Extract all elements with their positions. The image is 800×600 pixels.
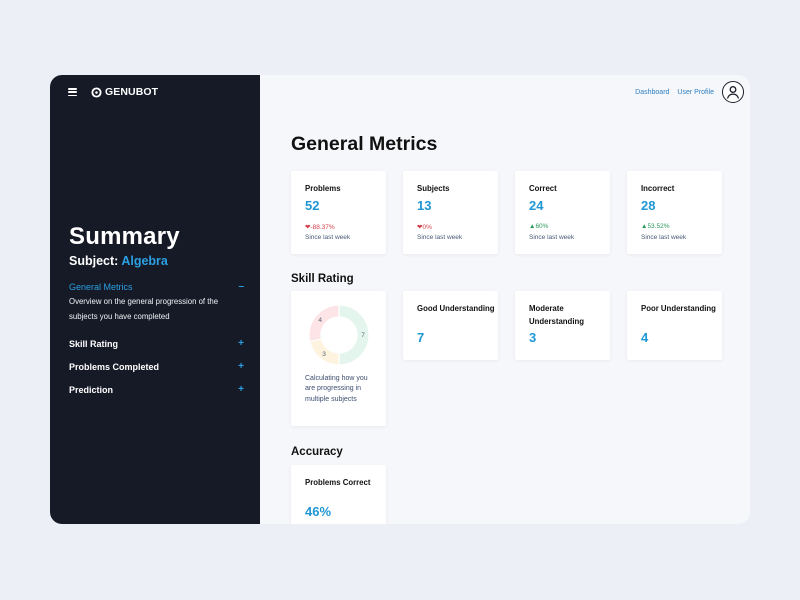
brand-name: GENUBOT xyxy=(105,86,159,98)
delta-value: 60% xyxy=(535,223,549,230)
app-window: GENUBOT Summary Subject: Algebra General… xyxy=(50,75,750,524)
skill-value: 7 xyxy=(417,330,425,345)
expand-icon[interactable]: + xyxy=(238,384,244,395)
skill-label: Good Understanding xyxy=(417,304,495,313)
metric-since: Since last week xyxy=(641,234,687,241)
accordion-problems-completed[interactable]: Problems Completed + xyxy=(69,361,244,372)
subject-value: Algebra xyxy=(121,254,168,268)
skill-card-poor[interactable]: Poor Understanding 4 xyxy=(627,291,722,360)
accordion-skill-rating[interactable]: Skill Rating + xyxy=(69,338,244,349)
skill-donut-chart: 7 3 4 xyxy=(308,304,370,366)
donut-segment xyxy=(338,304,370,366)
page-title: General Metrics xyxy=(291,133,438,155)
donut-label: 3 xyxy=(322,351,326,358)
user-profile-link[interactable]: User Profile xyxy=(677,88,714,96)
trend-down-icon: ❤ xyxy=(417,224,423,231)
metric-delta: ▲60% xyxy=(529,223,548,230)
accordion-description: Overview on the general progression of t… xyxy=(69,297,219,321)
accuracy-value: 46% xyxy=(305,504,332,519)
skill-label: Moderate Understanding xyxy=(529,304,585,326)
summary-title: Summary xyxy=(69,223,180,250)
skill-card-moderate[interactable]: Moderate Understanding 3 xyxy=(515,291,610,360)
metric-delta: ❤-88.37% xyxy=(305,223,335,231)
top-nav: Dashboard User Profile xyxy=(635,81,744,103)
accordion-label: General Metrics xyxy=(69,281,133,292)
metric-since: Since last week xyxy=(305,234,351,241)
metric-card-incorrect[interactable]: Incorrect 28 ▲53.52% Since last week xyxy=(627,171,722,254)
accuracy-card[interactable]: Problems Correct 46% xyxy=(291,465,386,524)
metric-label: Subjects xyxy=(417,184,450,193)
metric-card-subjects[interactable]: Subjects 13 ❤0% Since last week xyxy=(403,171,498,254)
trend-down-icon: ❤ xyxy=(305,224,311,231)
main-content: Dashboard User Profile General Metrics P… xyxy=(260,75,750,524)
genubot-logo-icon xyxy=(91,86,102,98)
metric-card-correct[interactable]: Correct 24 ▲60% Since last week xyxy=(515,171,610,254)
skill-donut-card[interactable]: 7 3 4 Calculating how you are progressing … xyxy=(291,291,386,426)
metric-value: 52 xyxy=(305,198,320,213)
collapse-icon[interactable]: – xyxy=(238,281,244,292)
metric-label: Problems xyxy=(305,184,341,193)
trend-up-icon: ▲ xyxy=(641,223,648,230)
metric-value: 24 xyxy=(529,198,544,213)
skill-value: 4 xyxy=(641,330,649,345)
metric-delta: ❤0% xyxy=(417,223,432,231)
delta-value: -88.37% xyxy=(310,224,335,231)
metric-value: 28 xyxy=(641,198,656,213)
dashboard-link[interactable]: Dashboard xyxy=(635,88,670,96)
expand-icon[interactable]: + xyxy=(238,361,244,372)
skill-rating-heading: Skill Rating xyxy=(291,273,354,285)
metric-card-problems[interactable]: Problems 52 ❤-88.37% Since last week xyxy=(291,171,386,254)
user-avatar-icon[interactable] xyxy=(722,81,744,103)
skill-label: Poor Understanding xyxy=(641,304,716,313)
donut-label: 7 xyxy=(361,332,365,339)
accordion-label: Problems Completed xyxy=(69,361,160,372)
metric-value: 13 xyxy=(417,198,432,213)
skill-value: 3 xyxy=(529,330,537,345)
summary-panel: Summary Subject: Algebra General Metrics… xyxy=(69,223,244,395)
metric-since: Since last week xyxy=(417,234,463,241)
donut-segment xyxy=(308,304,340,343)
accordion-general-metrics[interactable]: General Metrics – xyxy=(69,281,244,292)
sidebar-topbar: GENUBOT xyxy=(68,86,158,98)
accuracy-label: Problems Correct xyxy=(305,478,371,487)
metric-since: Since last week xyxy=(529,234,575,241)
hamburger-menu-icon[interactable] xyxy=(68,88,77,96)
delta-value: 0% xyxy=(422,224,432,231)
brand-logo[interactable]: GENUBOT xyxy=(91,86,158,98)
accordion-label: Skill Rating xyxy=(69,338,119,349)
donut-label: 4 xyxy=(318,317,322,324)
metric-label: Correct xyxy=(529,184,557,193)
expand-icon[interactable]: + xyxy=(238,338,244,349)
donut-caption: Calculating how you are progressing in m… xyxy=(305,375,368,403)
metric-label: Incorrect xyxy=(641,184,675,193)
subject-line: Subject: Algebra xyxy=(69,254,244,268)
sidebar: GENUBOT Summary Subject: Algebra General… xyxy=(50,75,260,524)
person-icon xyxy=(726,86,740,99)
trend-up-icon: ▲ xyxy=(529,223,536,230)
accordion-label: Prediction xyxy=(69,384,114,395)
skill-card-good[interactable]: Good Understanding 7 xyxy=(403,291,498,360)
metric-delta: ▲53.52% xyxy=(641,223,669,230)
accuracy-heading: Accuracy xyxy=(291,446,343,458)
delta-value: 53.52% xyxy=(647,223,670,230)
subject-label: Subject: xyxy=(69,254,119,268)
accordion-prediction[interactable]: Prediction + xyxy=(69,384,244,395)
